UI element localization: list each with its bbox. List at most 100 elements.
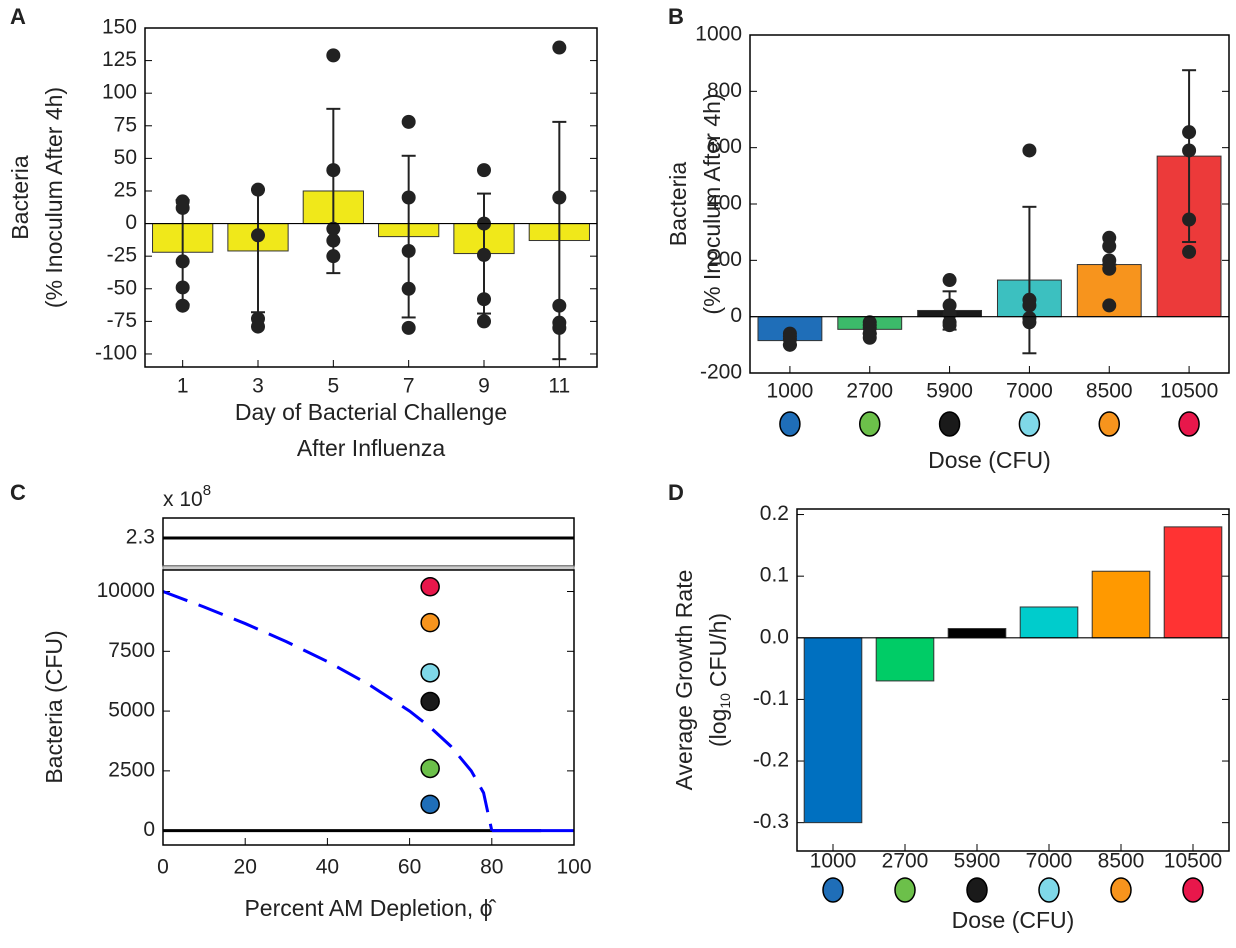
data-point	[552, 40, 567, 55]
axis-exponent: x 108	[163, 482, 211, 511]
x-tick-label: 7000	[1006, 380, 1053, 403]
y-tick-label: -0.2	[753, 749, 789, 772]
y-tick-label: -0.3	[753, 810, 789, 833]
y-axis-label: Bacteria (CFU)	[41, 630, 67, 783]
y-tick-label: 75	[114, 113, 137, 136]
exponent-power: 8	[203, 482, 211, 499]
y-tick-label: 5000	[108, 699, 155, 722]
data-point	[420, 612, 440, 633]
x-tick-label: 8500	[1098, 850, 1145, 873]
x-tick-label: 5900	[954, 850, 1001, 873]
x-tick-label: 2700	[882, 850, 929, 873]
x-tick-label: 5900	[926, 380, 973, 403]
y-axis-label: (log10 CFU/h)	[705, 613, 733, 747]
plot-frame	[749, 34, 1230, 374]
data-point	[942, 273, 957, 288]
data-point	[251, 182, 265, 197]
x-axis-label: Dose (CFU)	[952, 907, 1075, 933]
dose-marker	[966, 877, 988, 903]
data-point	[420, 758, 440, 779]
y-tick-label: 0.0	[760, 625, 789, 648]
panel-letter: B	[668, 4, 684, 29]
x-tick-label: 9	[478, 375, 490, 398]
y-tick-label: 25	[114, 179, 137, 202]
data-point	[401, 281, 416, 296]
y-tick-label: 1000	[695, 23, 742, 46]
exponent-base: x 10	[163, 488, 203, 511]
dose-marker	[1182, 877, 1204, 903]
x-tick-label: 80	[480, 856, 503, 879]
x-axis-label: After Influenza	[297, 435, 446, 461]
bar	[1019, 606, 1079, 639]
data-point	[1022, 315, 1037, 330]
y-axis-label: (% Inoculum After 4h)	[41, 87, 67, 308]
x-tick-label: 0	[157, 856, 169, 879]
data-point	[1022, 298, 1037, 313]
data-point	[175, 200, 190, 215]
y-tick-label: -75	[107, 309, 137, 332]
data-point	[1022, 143, 1037, 158]
data-point	[1182, 125, 1197, 140]
data-point	[552, 320, 567, 335]
y-tick-label: 7500	[108, 639, 155, 662]
data-point	[326, 233, 341, 248]
data-point	[420, 691, 440, 712]
x-tick-label: 10500	[1164, 850, 1222, 873]
x-tick-label: 1000	[767, 380, 814, 403]
bar	[1091, 570, 1151, 639]
dose-marker	[1110, 877, 1132, 903]
dose-marker	[1098, 411, 1120, 437]
data-point	[175, 254, 190, 269]
data-point	[401, 190, 416, 205]
data-point	[1182, 143, 1197, 158]
data-point	[420, 663, 440, 683]
y-tick-label: 100	[102, 81, 137, 104]
plot-frame	[796, 508, 1230, 852]
y-tick-label: 150	[102, 16, 137, 39]
y-axis-label: Average Growth Rate	[671, 570, 697, 791]
data-point	[326, 221, 341, 236]
dose-marker	[1178, 411, 1200, 437]
x-tick-label: 2700	[846, 380, 893, 403]
x-tick-label: 5	[327, 375, 339, 398]
dose-marker	[938, 411, 961, 437]
y-tick-label: 0	[143, 818, 155, 841]
data-point	[175, 298, 190, 313]
y-label-part: (log	[705, 709, 731, 747]
x-tick-label: 100	[556, 856, 591, 879]
data-point	[1102, 239, 1117, 254]
x-tick-label: 1	[177, 375, 189, 398]
y-tick-label: -0.1	[753, 687, 789, 710]
y-label-subscript: 10	[717, 693, 733, 709]
bar	[947, 628, 1007, 639]
plot-frame	[162, 569, 575, 846]
y-tick-label: 125	[102, 48, 137, 71]
x-tick-label: 7	[403, 375, 415, 398]
y-tick-label: 0.2	[760, 502, 789, 525]
plot-frame	[144, 27, 598, 368]
x-axis-label: Percent AM Depletion, ϕ̂	[244, 895, 496, 921]
y-axis-label: Bacteria	[665, 162, 691, 247]
y-tick-label: 400	[707, 192, 742, 215]
x-tick-label: 60	[398, 856, 421, 879]
y-axis-label: (% Inoculum After 4h)	[699, 93, 725, 314]
y-tick-label: 0.1	[760, 564, 789, 587]
data-point	[401, 243, 416, 258]
x-tick-label: 10500	[1160, 380, 1218, 403]
bar	[803, 637, 863, 824]
data-point	[477, 247, 491, 262]
data-point	[552, 190, 567, 205]
y-tick-label: 50	[114, 146, 137, 169]
data-point	[477, 163, 491, 178]
y-tick-label: 0	[730, 304, 742, 327]
y-tick-label: 200	[707, 248, 742, 271]
y-tick-label: 2500	[108, 758, 155, 781]
dose-marker	[779, 411, 801, 437]
x-tick-label: 1000	[810, 850, 857, 873]
y-tick-label: -100	[95, 342, 137, 365]
y-tick-label: 10000	[97, 579, 155, 602]
data-point	[862, 330, 877, 345]
x-tick-label: 11	[548, 375, 570, 398]
x-axis-label: Dose (CFU)	[928, 447, 1051, 473]
data-point	[326, 163, 341, 178]
